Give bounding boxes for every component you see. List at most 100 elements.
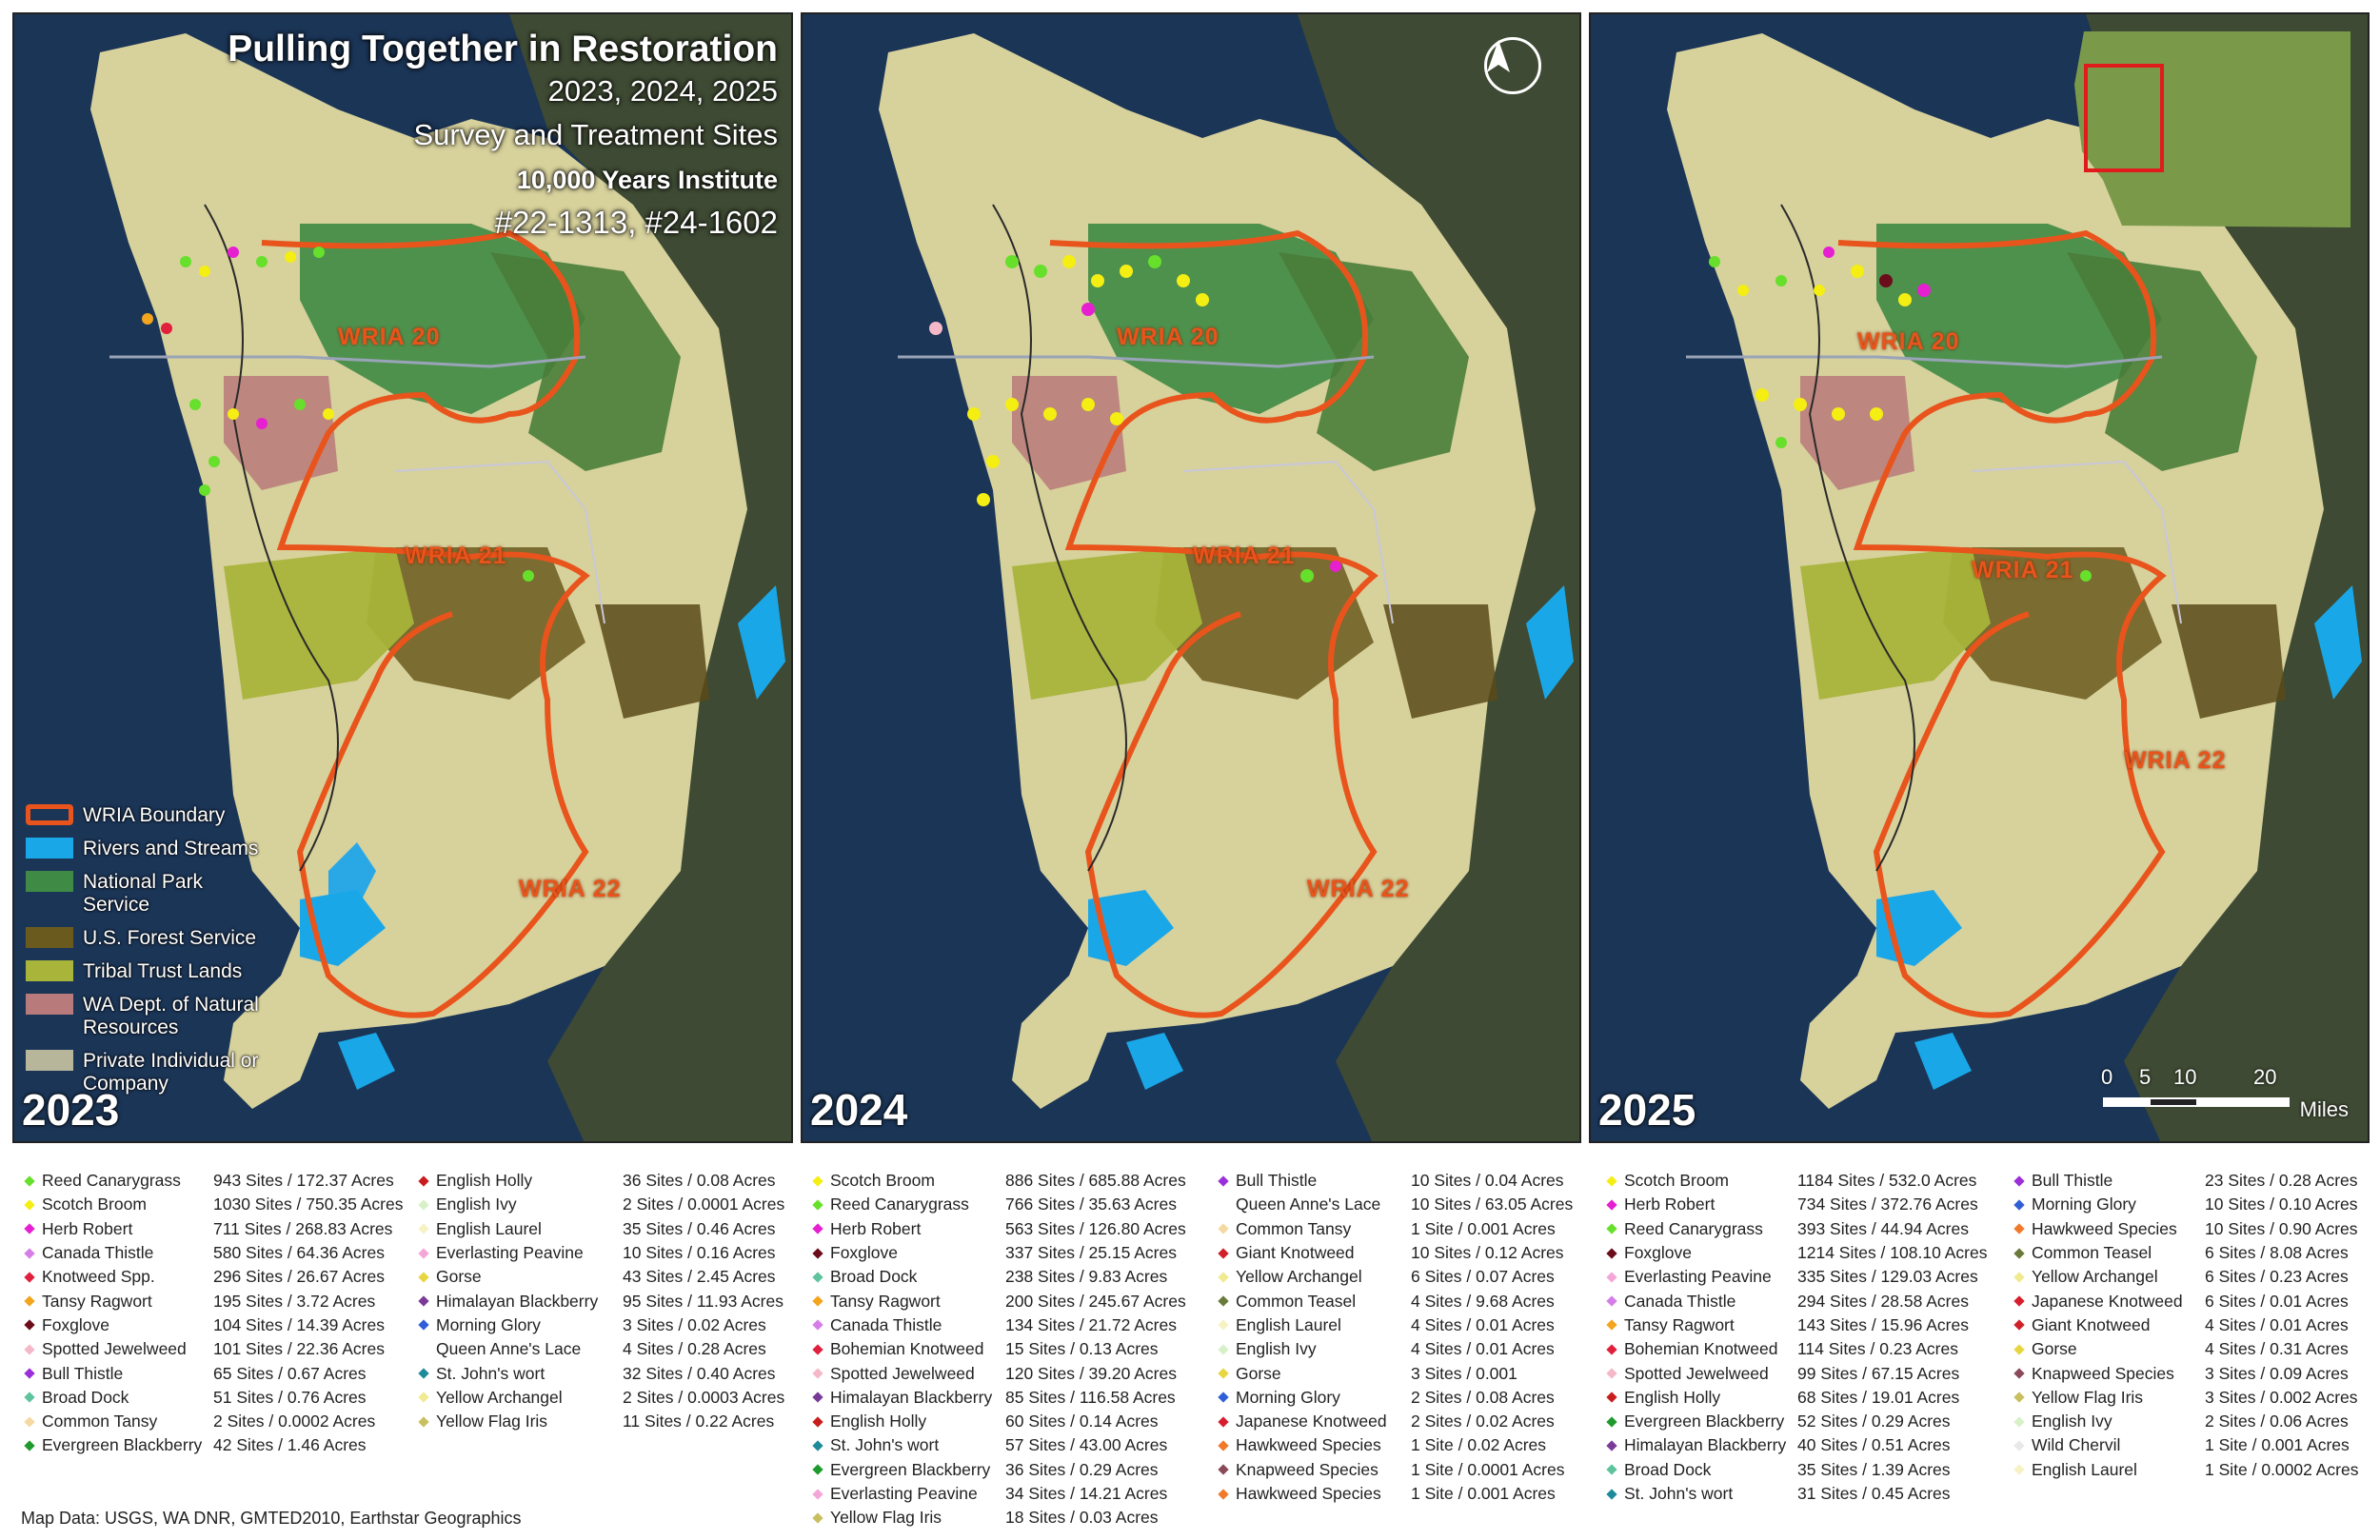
species-name: Yellow Archangel [2032, 1267, 2158, 1287]
species-name: Everlasting Peavine [1624, 1267, 1772, 1287]
legend-2023-col2: English Holly 36 Sites / 0.08 Acres Englis… [415, 1169, 784, 1433]
species-value: 85 Sites / 116.58 Acres [1005, 1387, 1176, 1407]
species-name: English Holly [436, 1171, 533, 1191]
legend-rivers: Rivers and Streams [26, 838, 273, 860]
species-value: 35 Sites / 1.39 Acres [1797, 1459, 1951, 1479]
species-marker-icon [1606, 1464, 1617, 1475]
species-marker-icon [1606, 1368, 1617, 1379]
species-value: 68 Sites / 19.01 Acres [1797, 1387, 1960, 1407]
legend-item: English Laurel 4 Sites / 0.01 Acres [1215, 1313, 1555, 1337]
species-marker-icon [1218, 1464, 1229, 1475]
species-value: 238 Sites / 9.83 Acres [1005, 1267, 1168, 1287]
legend-item: Morning Glory 10 Sites / 0.10 Acres [2011, 1193, 2358, 1216]
species-name: Gorse [2032, 1339, 2077, 1359]
legend-item: Scotch Broom 1184 Sites / 532.0 Acres [1603, 1169, 1976, 1193]
legend-item: Japanese Knotweed 2 Sites / 0.02 Acres [1215, 1410, 1555, 1433]
species-marker-icon [2013, 1247, 2025, 1259]
species-value: 134 Sites / 21.72 Acres [1005, 1314, 1177, 1334]
species-value: 296 Sites / 26.67 Acres [213, 1267, 385, 1287]
species-value: 1184 Sites / 532.0 Acres [1797, 1171, 1977, 1191]
legend-private: Private Individual or Company [26, 1050, 273, 1096]
legend-item: Morning Glory 3 Sites / 0.02 Acres [415, 1313, 766, 1337]
species-value: 10 Sites / 0.04 Acres [1411, 1171, 1564, 1191]
legend-item: Common Tansy 1 Site / 0.001 Acres [1215, 1217, 1556, 1241]
map-legend: WRIA Boundary Rivers and Streams Nationa… [26, 804, 273, 1106]
species-marker-icon [418, 1344, 429, 1355]
species-value: 2 Sites / 0.02 Acres [1411, 1412, 1555, 1431]
map-grant-numbers: #22-1313, #24-1602 [494, 205, 778, 240]
species-marker-icon [2013, 1392, 2025, 1403]
species-marker-icon [812, 1175, 823, 1187]
species-value: 43 Sites / 2.45 Acres [623, 1267, 776, 1287]
species-name: Foxglove [830, 1243, 899, 1263]
species-name: English Ivy [1236, 1339, 1317, 1359]
species-marker-icon [1218, 1415, 1229, 1428]
species-name: Common Tansy [42, 1412, 158, 1431]
legend-item: Reed Canarygrass 766 Sites / 35.63 Acres [809, 1193, 1177, 1216]
species-marker-icon [2013, 1272, 2025, 1283]
legend-item: Japanese Knotweed 6 Sites / 0.01 Acres [2011, 1289, 2349, 1313]
species-value: 1 Site / 0.001 Acres [2205, 1435, 2350, 1455]
species-value: 114 Sites / 0.23 Acres [1797, 1339, 1958, 1359]
species-value: 99 Sites / 67.15 Acres [1797, 1363, 1960, 1383]
legend-2024-col2: Bull Thistle 10 Sites / 0.04 Acres Queen A… [1215, 1169, 1573, 1506]
legend-item: Canada Thistle 580 Sites / 64.36 Acres [21, 1241, 385, 1265]
rivers-swatch [26, 838, 73, 859]
species-marker-icon [24, 1319, 35, 1332]
species-marker-icon [2013, 1223, 2025, 1234]
species-marker-icon [1606, 1488, 1617, 1500]
legend-item: St. John's wort 31 Sites / 0.45 Acres [1603, 1482, 1951, 1506]
species-value: 1 Site / 0.001 Acres [1411, 1218, 1556, 1238]
species-name: Spotted Jewelweed [830, 1363, 975, 1383]
species-marker-icon [24, 1344, 35, 1355]
species-value: 886 Sites / 685.88 Acres [1005, 1171, 1186, 1191]
legend-nps: National Park Service [26, 871, 273, 917]
legend-item: Gorse 43 Sites / 2.45 Acres [415, 1265, 776, 1289]
species-value: 4 Sites / 0.01 Acres [1411, 1314, 1555, 1334]
legend-item: Evergreen Blackberry 52 Sites / 0.29 Acre… [1603, 1410, 1951, 1433]
species-name: St. John's wort [1624, 1484, 1734, 1503]
species-name: Everlasting Peavine [830, 1484, 978, 1503]
map-base [14, 14, 791, 1141]
scale-bar: 0 5 10 20 Miles [2101, 1065, 2349, 1121]
legend-item: Queen Anne's Lace 4 Sites / 0.28 Acres [415, 1337, 766, 1361]
species-name: Gorse [1236, 1363, 1281, 1383]
year-label-2025: 2025 [1598, 1085, 1696, 1135]
species-name: Tansy Ragwort [830, 1291, 941, 1311]
species-marker-icon [812, 1392, 823, 1403]
legend-item: St. John's wort 57 Sites / 43.00 Acres [809, 1433, 1167, 1457]
species-name: Reed Canarygrass [42, 1171, 181, 1191]
species-value: 1 Site / 0.02 Acres [1411, 1435, 1547, 1455]
wria-22-label: WRIA 22 [2124, 747, 2227, 774]
legend-item: Tansy Ragwort 143 Sites / 15.96 Acres [1603, 1313, 1969, 1337]
species-marker-icon [24, 1392, 35, 1403]
legend-item: English Holly 60 Sites / 0.14 Acres [809, 1410, 1159, 1433]
legend-item: Knapweed Species 3 Sites / 0.09 Acres [2011, 1361, 2349, 1385]
legend-item: Everlasting Peavine 10 Sites / 0.16 Acres [415, 1241, 776, 1265]
species-marker-icon [2013, 1464, 2025, 1475]
species-value: 6 Sites / 0.01 Acres [2205, 1291, 2349, 1311]
species-name: English Ivy [436, 1194, 517, 1214]
species-value: 40 Sites / 0.51 Acres [1797, 1435, 1951, 1455]
species-marker-icon [1218, 1488, 1229, 1500]
legend-item: Spotted Jewelweed 101 Sites / 22.36 Acres [21, 1337, 385, 1361]
species-name: Yellow Flag Iris [830, 1508, 942, 1528]
species-marker-icon [24, 1272, 35, 1283]
species-value: 3 Sites / 0.002 Acres [2205, 1387, 2358, 1407]
species-value: 4 Sites / 9.68 Acres [1411, 1291, 1555, 1311]
species-value: 23 Sites / 0.28 Acres [2205, 1171, 2358, 1191]
species-marker-icon [1606, 1175, 1617, 1187]
species-name: Gorse [436, 1267, 482, 1287]
legend-item: Canada Thistle 294 Sites / 28.58 Acres [1603, 1289, 1969, 1313]
species-name: Bull Thistle [1236, 1171, 1318, 1191]
legend-item: Spotted Jewelweed 120 Sites / 39.20 Acres [809, 1361, 1177, 1385]
species-value: 4 Sites / 0.31 Acres [2205, 1339, 2349, 1359]
species-name: Tansy Ragwort [42, 1291, 152, 1311]
species-marker-icon [1606, 1247, 1617, 1259]
species-value: 2 Sites / 0.0001 Acres [623, 1194, 785, 1214]
species-name: Hawkweed Species [1236, 1484, 1381, 1503]
legend-item: Everlasting Peavine 34 Sites / 14.21 Acre… [809, 1482, 1167, 1506]
species-value: 18 Sites / 0.03 Acres [1005, 1508, 1159, 1528]
legend-item: English Ivy 2 Sites / 0.06 Acres [2011, 1410, 2349, 1433]
legend-item: Yellow Archangel 6 Sites / 0.23 Acres [2011, 1265, 2349, 1289]
